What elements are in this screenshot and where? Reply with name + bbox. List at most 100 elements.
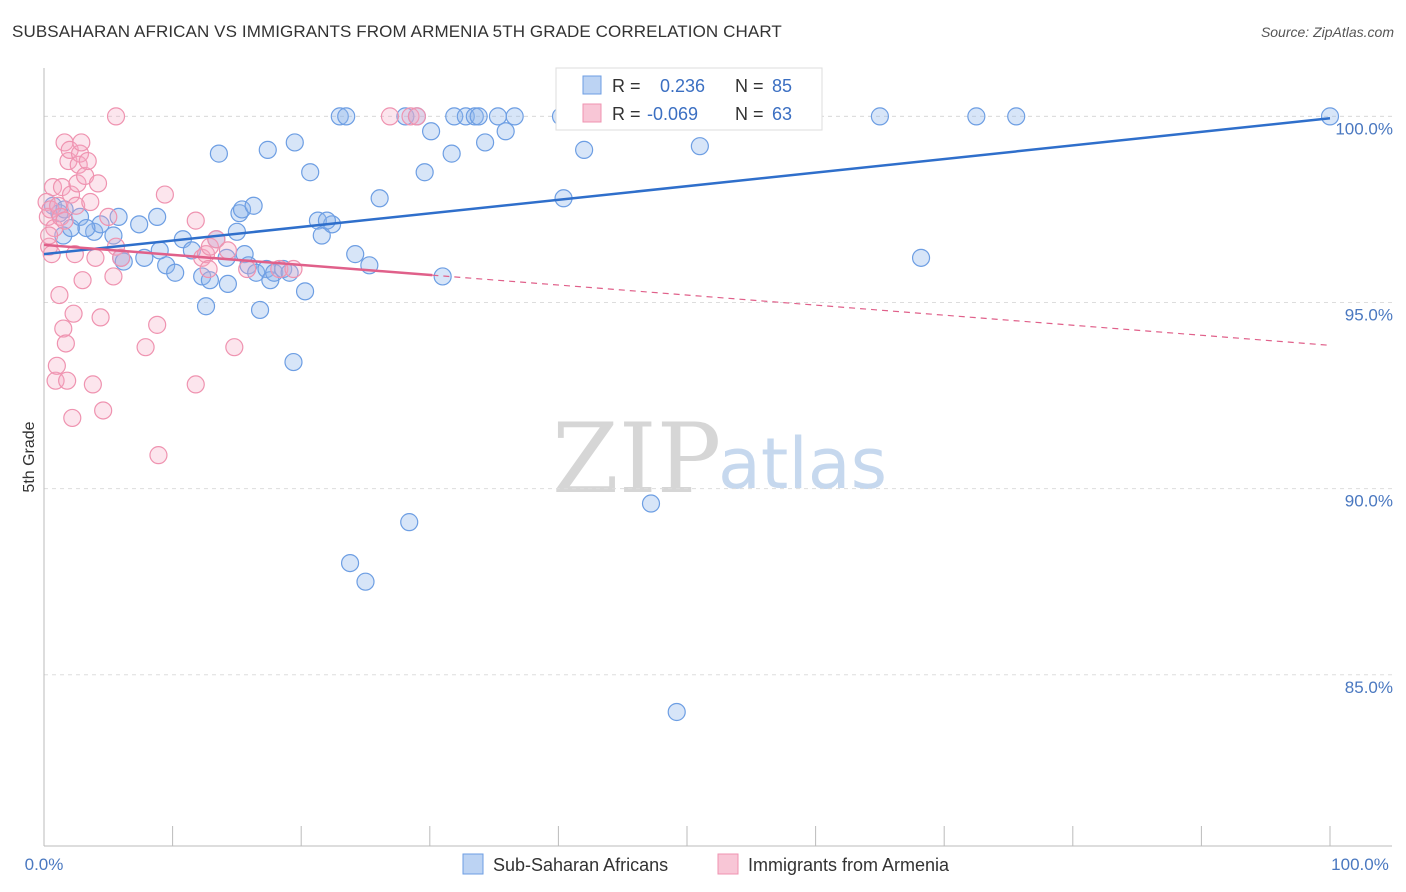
data-point — [247, 263, 266, 282]
data-point — [186, 375, 205, 394]
data-point — [58, 371, 77, 390]
stats-r-value-blue: 0.236 — [660, 76, 705, 96]
x-tick-label-max: 100.0% — [1331, 855, 1389, 874]
watermark-atlas: atlas — [718, 423, 887, 505]
data-point — [150, 241, 169, 260]
data-point — [47, 356, 66, 375]
data-point — [94, 401, 113, 420]
data-point — [218, 241, 237, 260]
stats-swatch-blue — [582, 75, 602, 95]
data-point — [475, 133, 495, 152]
data-point — [667, 702, 686, 722]
series-immigrants-from-armenia — [37, 107, 427, 465]
data-point — [232, 200, 252, 219]
data-point — [250, 300, 270, 320]
data-point — [196, 297, 216, 316]
data-point — [505, 107, 524, 126]
data-point — [258, 140, 277, 159]
data-point — [285, 133, 304, 152]
data-point — [70, 207, 90, 226]
data-point — [112, 248, 131, 267]
trend-line-solid — [43, 243, 433, 277]
data-point — [148, 207, 167, 226]
data-point — [86, 248, 105, 267]
data-point — [433, 267, 452, 286]
data-point — [136, 338, 155, 357]
data-point — [218, 274, 237, 294]
stats-n-value-pink: 63 — [772, 104, 792, 124]
data-point — [81, 192, 100, 212]
gridlines — [44, 115, 1392, 676]
data-point — [238, 259, 257, 279]
stats-r-value-pink: -0.069 — [647, 104, 698, 124]
data-point — [88, 174, 108, 193]
data-point — [68, 174, 87, 193]
data-point — [130, 215, 149, 234]
data-point — [575, 140, 594, 159]
y-axis-title: 5th Grade — [21, 421, 38, 492]
data-point — [91, 215, 110, 234]
data-point — [421, 122, 441, 141]
y-tick-label: 85.0% — [1345, 678, 1393, 697]
data-point — [166, 263, 185, 282]
data-point — [200, 237, 219, 256]
data-point — [407, 107, 427, 126]
data-point — [56, 334, 75, 353]
legend-label-blue: Sub-Saharan Africans — [493, 855, 668, 875]
data-point — [99, 207, 118, 226]
data-point — [182, 241, 201, 260]
data-point — [40, 226, 59, 245]
data-point — [346, 245, 365, 264]
data-point — [317, 211, 337, 230]
stats-swatch-pink — [582, 103, 602, 123]
y-tick-label: 95.0% — [1345, 306, 1393, 325]
data-point — [469, 107, 488, 126]
data-point — [295, 282, 315, 301]
stats-box: R = 0.236 N = 85 R = -0.069 N = 63 — [555, 67, 823, 131]
data-point — [199, 259, 218, 279]
data-point — [911, 248, 931, 267]
data-point — [442, 144, 461, 163]
stats-n-value-blue: 85 — [772, 76, 792, 96]
data-point — [284, 352, 303, 372]
data-point — [225, 338, 244, 357]
data-point — [54, 319, 73, 338]
data-point — [496, 122, 515, 141]
x-tick-label-min: 0.0% — [25, 855, 64, 874]
data-point — [83, 375, 102, 394]
legend-swatch-blue — [462, 853, 484, 875]
data-point — [380, 107, 400, 126]
data-point — [356, 572, 375, 591]
stats-n-label-blue: N = — [735, 76, 764, 96]
data-point — [73, 271, 92, 290]
source-label: Source: ZipAtlas.com — [1260, 24, 1394, 40]
data-point — [337, 107, 356, 126]
data-point — [401, 107, 420, 126]
data-point — [104, 226, 123, 245]
watermark-zip: ZIP — [552, 403, 721, 515]
trend-line-solid — [43, 117, 1331, 256]
stats-r-label-blue: R = — [612, 76, 641, 96]
y-tick-label: 90.0% — [1345, 492, 1393, 511]
stats-n-label-pink: N = — [735, 104, 764, 124]
data-point — [55, 211, 74, 230]
chart-title: SUBSAHARAN AFRICAN VS IMMIGRANTS FROM AR… — [12, 22, 782, 41]
data-point — [64, 304, 83, 323]
data-point — [61, 185, 81, 204]
data-point — [330, 107, 349, 126]
data-point — [1007, 107, 1026, 126]
data-point — [209, 144, 228, 163]
data-point — [91, 308, 110, 327]
x-ticks — [43, 826, 1331, 846]
y-tick-labels: 85.0% 90.0% 95.0% 100.0% — [1335, 119, 1393, 696]
data-point — [690, 137, 709, 156]
data-point — [465, 107, 484, 126]
data-point — [967, 107, 986, 126]
trend-lines — [43, 117, 1331, 346]
trend-line-dashed — [432, 274, 1331, 346]
data-point — [78, 151, 97, 171]
data-point — [104, 267, 123, 286]
data-point — [155, 185, 174, 204]
data-point — [641, 494, 661, 513]
